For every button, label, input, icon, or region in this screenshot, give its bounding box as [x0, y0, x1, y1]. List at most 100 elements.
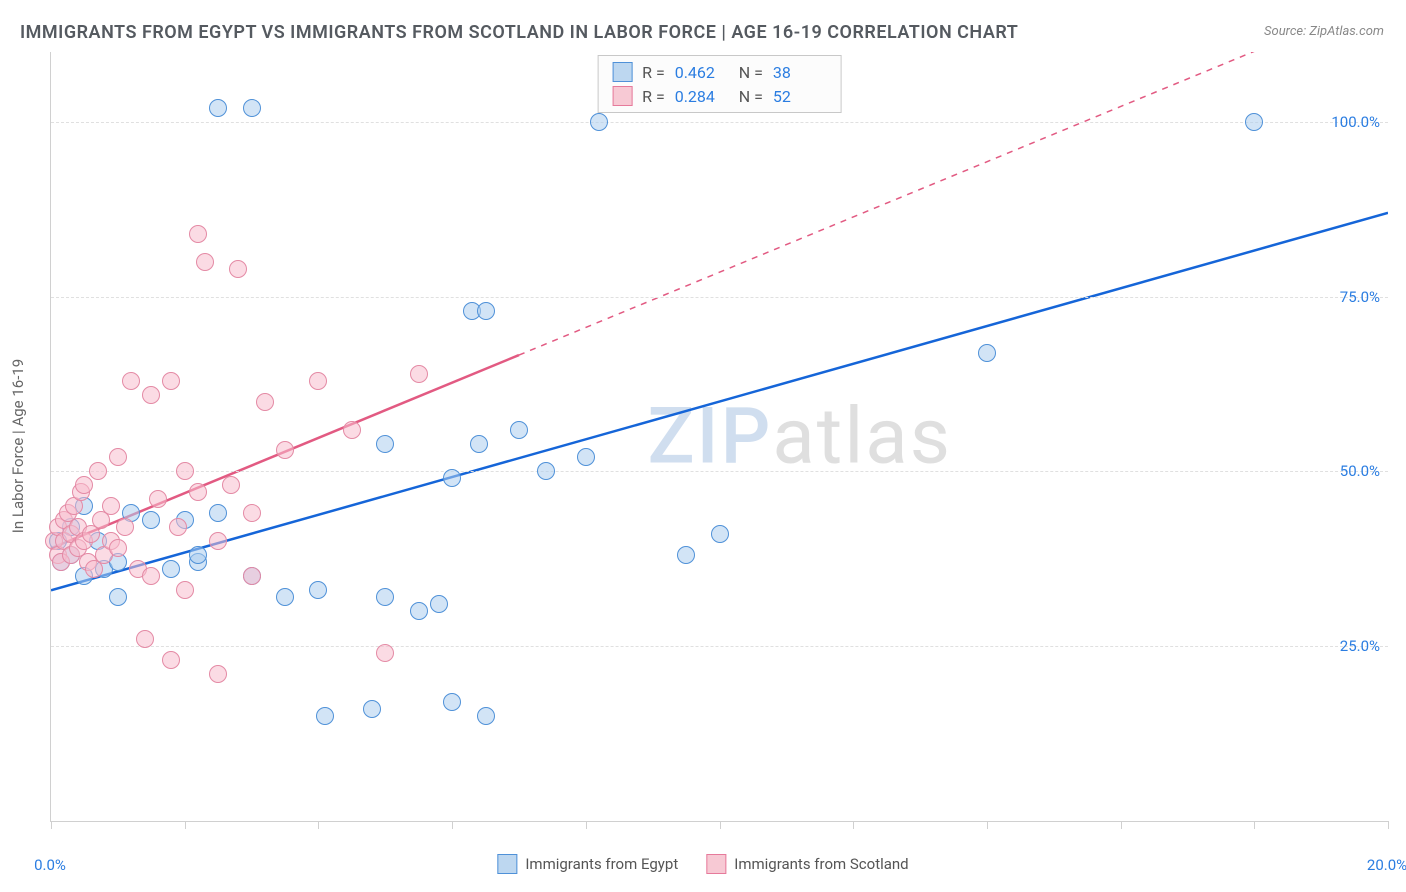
data-point-scotland	[209, 665, 227, 683]
gridline-h	[51, 297, 1388, 298]
legend: Immigrants from Egypt Immigrants from Sco…	[497, 854, 908, 874]
legend-item: Immigrants from Egypt	[497, 854, 678, 874]
stats-r-label: R =	[642, 63, 665, 82]
xtick	[1121, 821, 1122, 829]
ytick-label: 50.0%	[1340, 462, 1380, 480]
ytick-label: 25.0%	[1340, 637, 1380, 655]
data-point-scotland	[149, 490, 167, 508]
xtick-label: 0.0%	[34, 856, 66, 874]
chart-title: IMMIGRANTS FROM EGYPT VS IMMIGRANTS FROM…	[20, 22, 1018, 43]
gridline-h	[51, 471, 1388, 472]
data-point-scotland	[243, 504, 261, 522]
ytick-label: 75.0%	[1340, 288, 1380, 306]
data-point-egypt	[363, 700, 381, 718]
data-point-egypt	[309, 581, 327, 599]
data-point-scotland	[243, 567, 261, 585]
data-point-scotland	[276, 441, 294, 459]
legend-item: Immigrants from Scotland	[706, 854, 908, 874]
data-point-egypt	[477, 707, 495, 725]
stats-n-value: 52	[773, 87, 827, 106]
data-point-egypt	[577, 448, 595, 466]
y-axis-label: In Labor Force | Age 16-19	[9, 359, 27, 533]
data-point-scotland	[176, 581, 194, 599]
xtick	[987, 821, 988, 829]
stats-box: R =0.462N =38R =0.284N =52	[597, 55, 842, 113]
data-point-scotland	[102, 497, 120, 515]
data-point-egypt	[209, 504, 227, 522]
data-point-scotland	[229, 260, 247, 278]
data-point-scotland	[75, 476, 93, 494]
data-point-scotland	[196, 253, 214, 271]
data-point-egypt	[470, 435, 488, 453]
legend-swatch	[497, 854, 517, 874]
xtick	[853, 821, 854, 829]
data-point-egypt	[316, 707, 334, 725]
data-point-scotland	[189, 225, 207, 243]
xtick	[1388, 821, 1389, 829]
data-point-scotland	[109, 539, 127, 557]
data-point-scotland	[410, 365, 428, 383]
data-point-scotland	[162, 651, 180, 669]
data-point-egypt	[276, 588, 294, 606]
correlation-chart: IMMIGRANTS FROM EGYPT VS IMMIGRANTS FROM…	[0, 0, 1406, 892]
data-point-scotland	[222, 476, 240, 494]
data-point-scotland	[116, 518, 134, 536]
data-point-scotland	[142, 386, 160, 404]
data-point-scotland	[256, 393, 274, 411]
gridline-h	[51, 122, 1388, 123]
data-point-scotland	[189, 483, 207, 501]
data-point-egypt	[443, 469, 461, 487]
data-point-scotland	[136, 630, 154, 648]
stats-row: R = 0.462 N = 38	[612, 60, 827, 84]
xtick	[452, 821, 453, 829]
xtick	[720, 821, 721, 829]
xtick	[51, 821, 52, 829]
data-point-egypt	[430, 595, 448, 613]
plot-area: ZIPatlas R =0.462N =38R =0.284N =52 25.0…	[50, 52, 1388, 822]
watermark-atlas: atlas	[772, 391, 952, 482]
ytick-label: 100.0%	[1331, 113, 1380, 131]
data-point-egypt	[376, 588, 394, 606]
data-point-scotland	[343, 421, 361, 439]
source-attribution: Source: ZipAtlas.com	[1264, 24, 1384, 39]
data-point-scotland	[109, 448, 127, 466]
stats-n-value: 38	[773, 63, 827, 82]
stats-r-label: R =	[642, 87, 665, 106]
stats-row: R =0.284N =52	[612, 84, 827, 108]
stats-r-value: 0.462	[675, 63, 729, 82]
stats-swatch	[612, 62, 632, 82]
data-point-egypt	[209, 99, 227, 117]
data-point-egypt	[243, 99, 261, 117]
stats-n-label: N =	[739, 63, 763, 82]
data-point-scotland	[176, 462, 194, 480]
data-point-egypt	[477, 302, 495, 320]
data-point-scotland	[89, 462, 107, 480]
xtick-label: 20.0%	[1367, 856, 1406, 874]
xtick	[586, 821, 587, 829]
watermark: ZIPatlas	[647, 391, 952, 482]
xtick	[318, 821, 319, 829]
data-point-egypt	[443, 693, 461, 711]
data-point-egypt	[978, 344, 996, 362]
data-point-egypt	[410, 602, 428, 620]
xtick	[185, 821, 186, 829]
data-point-scotland	[376, 644, 394, 662]
data-point-egypt	[590, 113, 608, 131]
stats-r-value: 0.284	[675, 87, 729, 106]
stats-swatch	[612, 86, 632, 106]
data-point-scotland	[142, 567, 160, 585]
data-point-scotland	[122, 372, 140, 390]
data-point-egypt	[677, 546, 695, 564]
trend-lines	[51, 52, 1388, 821]
data-point-egypt	[1245, 113, 1263, 131]
data-point-egypt	[162, 560, 180, 578]
legend-label: Immigrants from Egypt	[525, 855, 678, 873]
legend-swatch	[706, 854, 726, 874]
data-point-egypt	[376, 435, 394, 453]
legend-label: Immigrants from Scotland	[734, 855, 908, 873]
data-point-scotland	[309, 372, 327, 390]
data-point-egypt	[142, 511, 160, 529]
data-point-scotland	[209, 532, 227, 550]
data-point-egypt	[510, 421, 528, 439]
data-point-scotland	[169, 518, 187, 536]
